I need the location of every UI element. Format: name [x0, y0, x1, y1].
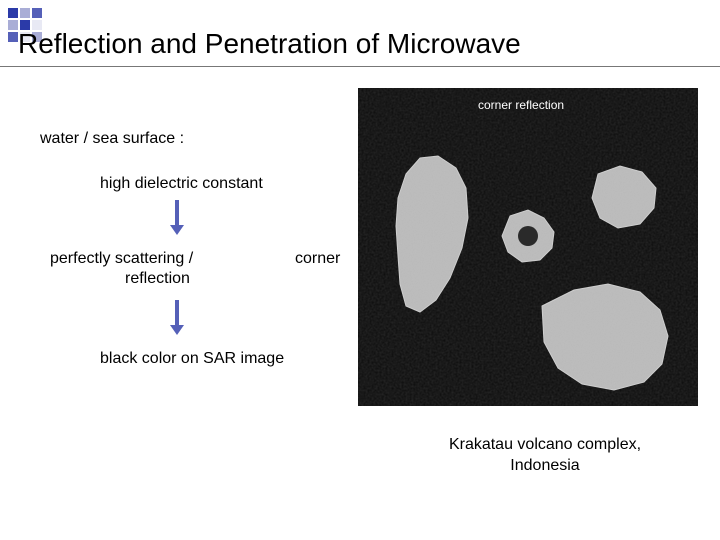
arrow-down-icon	[170, 300, 184, 335]
decor-sq	[20, 8, 30, 18]
decor-sq	[32, 8, 42, 18]
corner-reflection-label: corner reflection	[478, 98, 564, 112]
title-underline	[0, 66, 720, 67]
corner-label: corner	[295, 250, 340, 268]
high-dielectric-label: high dielectric constant	[100, 175, 263, 193]
caption-line1: Krakatau volcano complex,	[449, 436, 641, 453]
perfectly-scattering-label-2: reflection	[125, 270, 190, 288]
black-color-label: black color on SAR image	[100, 350, 284, 368]
caption-line2: Indonesia	[510, 457, 579, 474]
image-caption: Krakatau volcano complex, Indonesia	[420, 435, 670, 477]
perfectly-scattering-label-1: perfectly scattering /	[50, 250, 193, 268]
decor-sq	[8, 8, 18, 18]
decor-sq	[8, 20, 18, 30]
arrow-down-icon	[170, 200, 184, 235]
corner-reflection-pointer	[430, 116, 530, 118]
decor-sq	[8, 32, 18, 42]
slide-title: Reflection and Penetration of Microwave	[18, 28, 521, 60]
sar-image	[358, 88, 698, 406]
water-label: water / sea surface :	[40, 130, 184, 148]
sar-svg	[358, 88, 698, 406]
crater	[518, 226, 538, 246]
